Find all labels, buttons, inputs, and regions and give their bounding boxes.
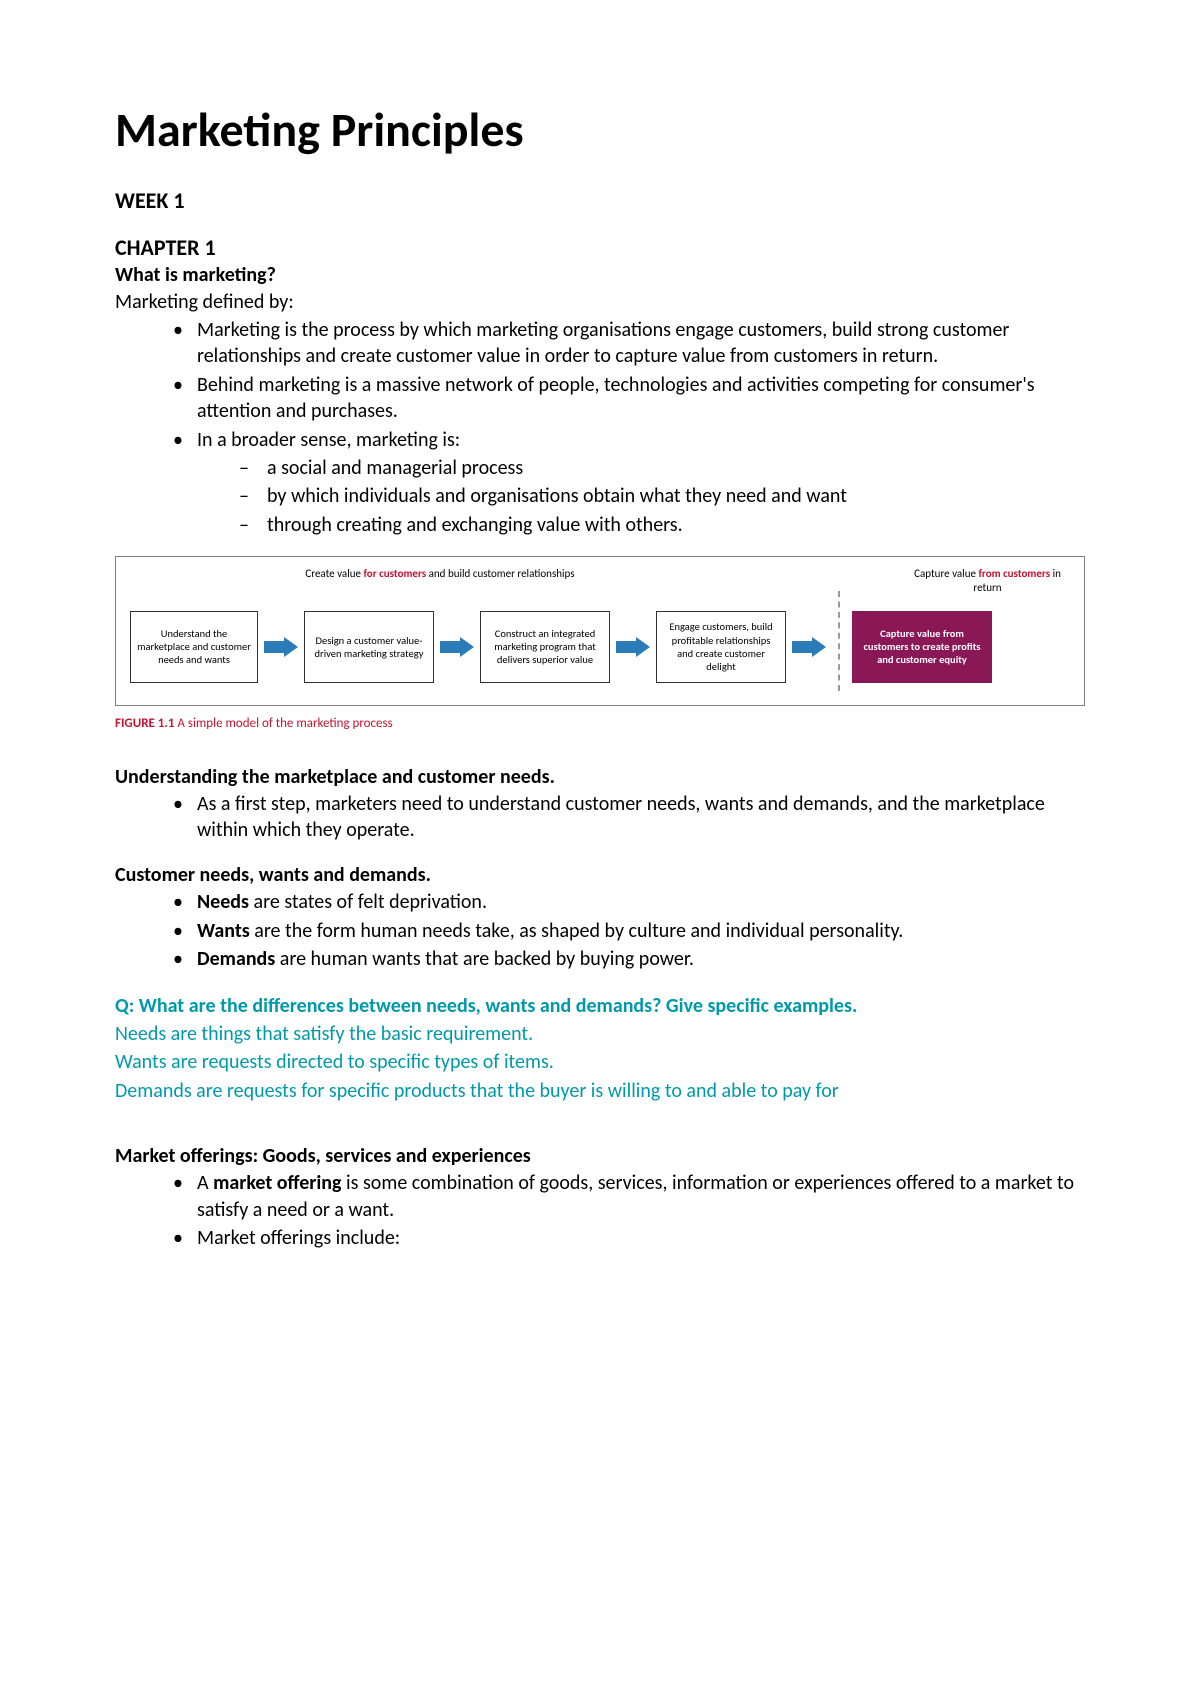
list-item: Demands are human wants that are backed … xyxy=(173,946,1085,972)
text: and build customer relationships xyxy=(426,567,574,580)
question-text: Q: What are the differences between need… xyxy=(115,993,1085,1019)
text-highlight: for customers xyxy=(363,567,426,580)
figure-box-5-capture: Capture value from customers to create p… xyxy=(852,611,992,683)
text-pre: A xyxy=(197,1171,213,1195)
figure-header-left: Create value for customers and build cus… xyxy=(130,567,750,595)
list-item: Market offerings include: xyxy=(173,1225,1085,1251)
arrow-icon xyxy=(792,637,826,657)
figure-headers: Create value for customers and build cus… xyxy=(130,567,1070,595)
figure-box-4: Engage customers, build profitable relat… xyxy=(656,611,786,683)
section-heading-what-is-marketing: What is marketing? xyxy=(115,263,1085,287)
section-heading-understanding: Understanding the marketplace and custom… xyxy=(115,765,1085,789)
figure-caption: FIGURE 1.1 A simple model of the marketi… xyxy=(115,716,1085,731)
week-heading: WEEK 1 xyxy=(115,187,1085,214)
bullets-needs-wants: Needs are states of felt deprivation. Wa… xyxy=(115,889,1085,972)
term-rest: Market offerings include: xyxy=(197,1226,400,1250)
section-heading-needs-wants: Customer needs, wants and demands. xyxy=(115,863,1085,887)
chapter-heading: CHAPTER 1 xyxy=(115,234,1085,261)
list-item-text: In a broader sense, marketing is: xyxy=(197,428,460,452)
answer-text: Needs are things that satisfy the basic … xyxy=(115,1021,1085,1047)
page-title: Marketing Principles xyxy=(115,100,1085,159)
term-bold: market offering xyxy=(213,1171,341,1195)
list-item: As a first step, marketers need to under… xyxy=(173,791,1085,844)
figure-border: Create value for customers and build cus… xyxy=(115,556,1085,706)
figure-row: Understand the marketplace and customer … xyxy=(130,603,1070,691)
term-rest: are the form human needs take, as shaped… xyxy=(250,919,904,943)
term-rest: are human wants that are backed by buyin… xyxy=(275,947,694,971)
bullets-what-is-marketing: Marketing is the process by which market… xyxy=(115,317,1085,538)
text: Create value xyxy=(305,567,363,580)
divider-dashed xyxy=(838,591,840,691)
arrow-icon xyxy=(264,637,298,657)
list-item: Wants are the form human needs take, as … xyxy=(173,918,1085,944)
arrow-icon xyxy=(616,637,650,657)
list-item: through creating and exchanging value wi… xyxy=(239,512,1085,538)
figure-box-1: Understand the marketplace and customer … xyxy=(130,611,258,683)
list-item: In a broader sense, marketing is: a soci… xyxy=(173,427,1085,539)
list-item: a social and managerial process xyxy=(239,455,1085,481)
list-item: by which individuals and organisations o… xyxy=(239,483,1085,509)
term-bold: Demands xyxy=(197,947,275,971)
list-item: Needs are states of felt deprivation. xyxy=(173,889,1085,915)
term-bold: Wants xyxy=(197,919,250,943)
text-highlight: from customers xyxy=(978,567,1050,580)
answer-text: Demands are requests for specific produc… xyxy=(115,1078,1085,1104)
list-item: Marketing is the process by which market… xyxy=(173,317,1085,370)
bullets-offerings: A market offering is some combination of… xyxy=(115,1170,1085,1251)
answer-text: Wants are requests directed to specific … xyxy=(115,1049,1085,1075)
term-rest: are states of felt deprivation. xyxy=(249,890,487,914)
text: Capture value xyxy=(914,567,978,580)
figure-box-3: Construct an integrated marketing progra… xyxy=(480,611,610,683)
qa-block: Q: What are the differences between need… xyxy=(115,993,1085,1105)
intro-text: Marketing defined by: xyxy=(115,289,1085,315)
term-bold: Needs xyxy=(197,890,249,914)
bullets-understanding: As a first step, marketers need to under… xyxy=(115,791,1085,844)
figure-box-2: Design a customer value-driven marketing… xyxy=(304,611,434,683)
list-item: A market offering is some combination of… xyxy=(173,1170,1085,1223)
caption-label: FIGURE 1.1 xyxy=(115,716,174,731)
dashes-broader-sense: a social and managerial process by which… xyxy=(197,455,1085,538)
section-heading-offerings: Market offerings: Goods, services and ex… xyxy=(115,1144,1085,1168)
caption-text: A simple model of the marketing process xyxy=(174,716,392,731)
arrow-icon xyxy=(440,637,474,657)
figure-header-right: Capture value from customers in return xyxy=(905,567,1070,595)
list-item: Behind marketing is a massive network of… xyxy=(173,372,1085,425)
figure-1-1: Create value for customers and build cus… xyxy=(115,556,1085,731)
